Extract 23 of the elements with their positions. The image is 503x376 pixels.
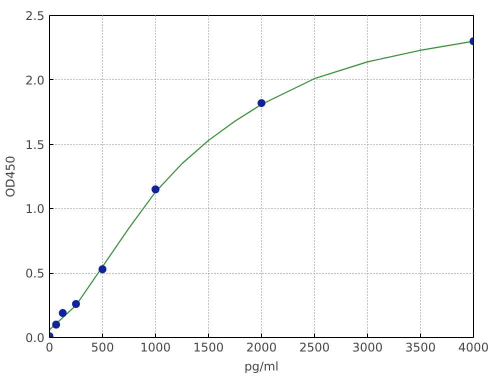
point (258, 99, 266, 108)
y-tick-label: 1.0 (25, 202, 45, 216)
x-tick-label: 3500 (405, 340, 436, 354)
x-tick-label: 4000 (458, 340, 489, 354)
point (152, 185, 160, 194)
x-tick-label: 500 (91, 340, 114, 354)
point (72, 300, 80, 308)
y-tick-label: 2.0 (25, 73, 45, 88)
point (98, 265, 106, 274)
y-tick-label: 0.5 (25, 266, 45, 281)
x-tick-label: 0 (46, 340, 54, 354)
point (58, 309, 67, 318)
x-axis-title: pg/ml (244, 360, 279, 374)
y-axis-title: OD450 (3, 156, 18, 198)
y-tick-label: 2.5 (25, 9, 45, 23)
y-tick-label: 0.0 (25, 331, 45, 345)
x-tick-label: 2000 (246, 340, 277, 354)
point (52, 320, 60, 329)
y-tick-label: 1.5 (25, 138, 45, 152)
x-tick-label: 2500 (299, 340, 330, 354)
x-tick-label: 1000 (140, 340, 171, 354)
x-tick-label: 1500 (193, 340, 224, 354)
x-tick-label: 3000 (352, 340, 383, 354)
